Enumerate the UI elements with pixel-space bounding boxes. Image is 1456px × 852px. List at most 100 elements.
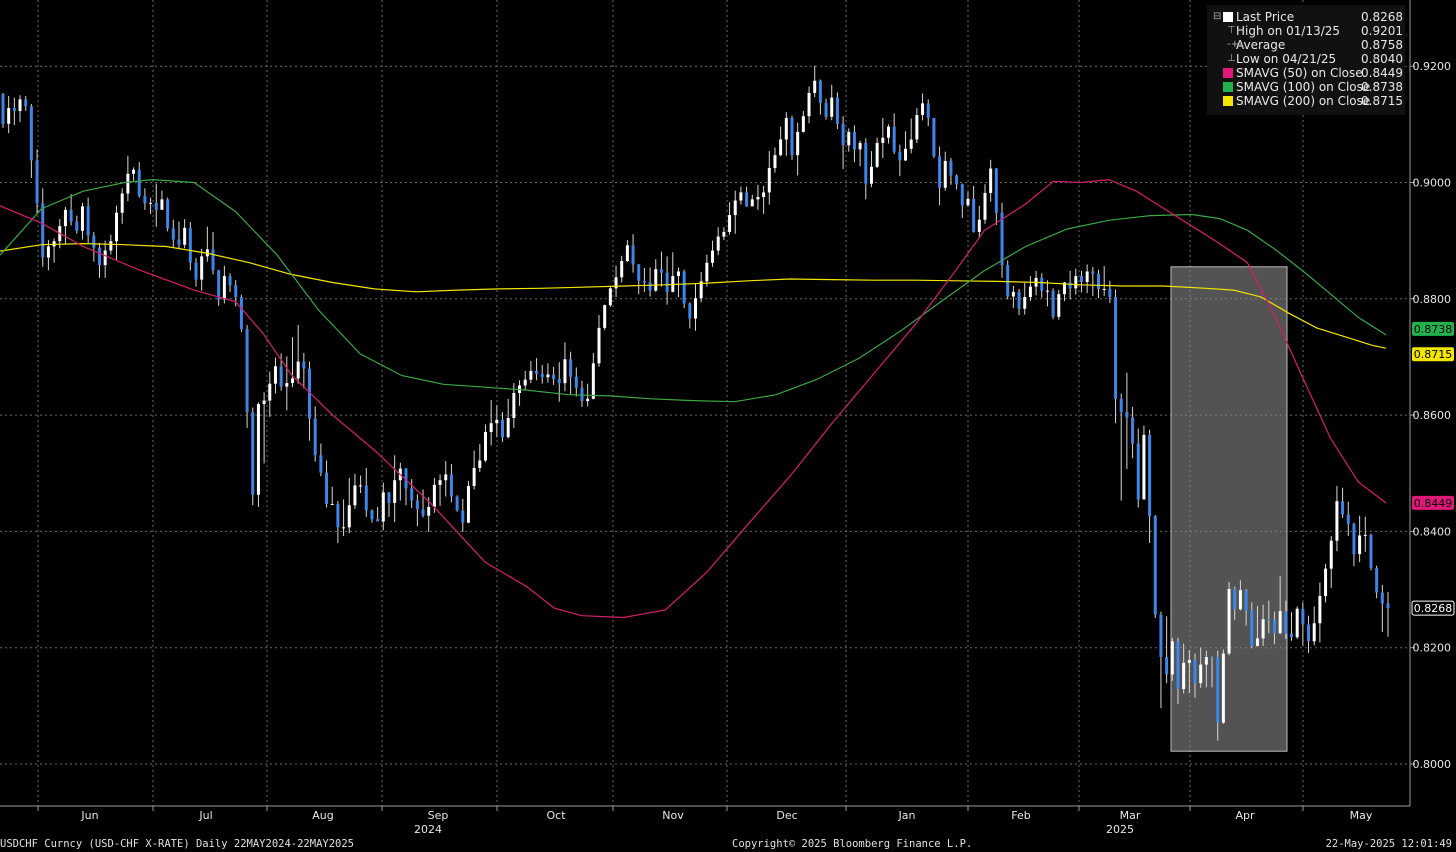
candle-body — [97, 247, 101, 266]
average-marker-icon: -+- — [1227, 39, 1243, 50]
candle-body — [949, 160, 953, 176]
candle-body — [387, 492, 391, 503]
candle-body — [586, 398, 590, 402]
candle-body — [852, 131, 856, 150]
candle-body — [455, 496, 459, 511]
candle-body — [642, 280, 646, 283]
candle-body — [881, 137, 885, 143]
y-tick-label: 0.9000 — [1413, 177, 1452, 190]
candle-body — [342, 527, 346, 529]
candle-body — [1062, 282, 1066, 295]
candle-body — [489, 423, 493, 432]
candle-body — [427, 506, 431, 516]
candle-body — [410, 488, 414, 501]
candle-body — [353, 485, 357, 506]
candle-body — [659, 269, 663, 273]
x-tick-label: Mar — [1120, 809, 1141, 822]
candle-body — [308, 368, 312, 419]
candle-body — [279, 366, 283, 387]
candle-body — [745, 192, 749, 207]
candle-body — [1335, 501, 1339, 541]
candle-body — [563, 359, 567, 384]
candle-body — [46, 246, 50, 258]
candle-body — [699, 281, 703, 299]
candle-body — [1255, 638, 1259, 646]
candle-body — [228, 276, 232, 286]
candle-body — [523, 379, 527, 386]
candle-body — [160, 199, 164, 210]
sma100-line — [0, 178, 1387, 403]
candle-body — [115, 212, 119, 242]
candle-body — [875, 142, 879, 167]
candle-body — [12, 108, 16, 111]
candle-body — [347, 505, 351, 528]
candle-body — [818, 80, 822, 103]
candle-body — [830, 97, 834, 117]
candle-body — [1074, 276, 1078, 289]
candle-body — [273, 366, 277, 384]
y-tick-label: 0.8400 — [1413, 525, 1452, 538]
candle-body — [960, 184, 964, 206]
candle-body — [1312, 623, 1316, 642]
candle-body — [676, 271, 680, 277]
candle-body — [149, 202, 153, 204]
candle-body — [1165, 657, 1169, 675]
legend-label: SMAVG (50) on Close — [1236, 66, 1363, 80]
candle-body — [654, 269, 658, 291]
candle-body — [648, 282, 652, 291]
candle-body — [1040, 277, 1044, 291]
candle-body — [1375, 568, 1379, 593]
legend-row-average: -+- Average 0.8758 — [1207, 38, 1405, 52]
candle-body — [1227, 588, 1231, 654]
candle-body — [461, 510, 465, 523]
x-year-label: 2024 — [414, 823, 442, 836]
candle-body — [217, 270, 221, 300]
candle-body — [574, 376, 578, 388]
candle-body — [784, 117, 788, 140]
legend-row-low: ⊥ Low on 04/21/25 0.8040 — [1207, 52, 1405, 66]
candle-body — [330, 504, 334, 506]
legend-swatch-sma50 — [1223, 68, 1233, 78]
candle-body — [1045, 290, 1049, 292]
candle-body — [716, 236, 720, 251]
candle-body — [1091, 271, 1095, 274]
candle-body — [921, 103, 925, 116]
candle-body — [682, 271, 686, 304]
candle-body — [132, 169, 136, 174]
candle-body — [824, 102, 828, 117]
candle-body — [143, 195, 147, 204]
candle-body — [296, 361, 300, 379]
candle-body — [444, 474, 448, 481]
candle-body — [898, 151, 902, 161]
candle-body — [620, 261, 624, 278]
candle-body — [1221, 653, 1225, 723]
candle-body — [705, 262, 709, 282]
candle-body — [472, 468, 476, 487]
candle-body — [1284, 611, 1288, 634]
candle-body — [1295, 608, 1299, 638]
candle-body — [1301, 608, 1305, 625]
candle-body — [1176, 641, 1180, 689]
legend-label: High on 01/13/25 — [1236, 24, 1341, 38]
x-tick-label: Jul — [198, 809, 212, 822]
candle-body — [166, 199, 170, 229]
candle-body — [183, 227, 187, 245]
candle-body — [1267, 619, 1271, 621]
legend-collapse-icon[interactable]: ⊟ — [1213, 11, 1222, 22]
candle-body — [200, 256, 204, 280]
candle-body — [904, 148, 908, 161]
x-tick-label: May — [1350, 809, 1373, 822]
value-label-text: 0.8268 — [1414, 602, 1453, 615]
candle-body — [711, 250, 715, 263]
legend-swatch-last-price — [1223, 12, 1233, 22]
candle-body — [268, 383, 272, 401]
candle-body — [1380, 592, 1384, 604]
candle-body — [35, 160, 39, 204]
x-tick-label: Dec — [776, 809, 797, 822]
highlight-box — [1170, 266, 1288, 752]
candle-body — [1250, 610, 1254, 646]
y-tick-label: 0.8800 — [1413, 293, 1452, 306]
candle-body — [1363, 534, 1367, 536]
candle-body — [506, 418, 510, 438]
